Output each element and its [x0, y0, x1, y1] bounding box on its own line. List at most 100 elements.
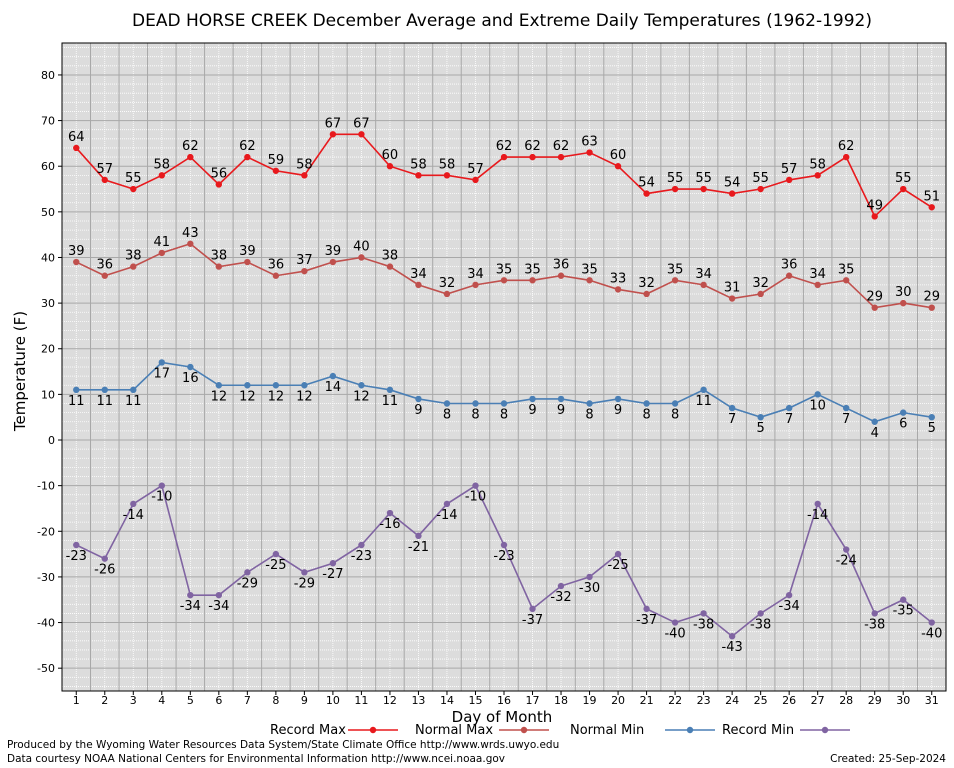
- data-label: 35: [838, 262, 855, 277]
- data-point: [215, 382, 223, 389]
- data-point: [871, 213, 878, 220]
- data-point: [671, 619, 679, 626]
- data-label: -40: [664, 627, 685, 642]
- x-tick-label: 20: [611, 694, 625, 707]
- data-label: 8: [500, 408, 508, 423]
- y-tick-label: 80: [41, 69, 55, 82]
- data-point: [557, 153, 565, 161]
- data-point: [900, 185, 907, 193]
- data-point: [301, 172, 308, 179]
- data-point: [871, 610, 878, 617]
- data-point: [671, 400, 679, 407]
- x-tick-label: 2: [101, 694, 108, 707]
- data-point: [386, 163, 394, 170]
- data-label: 58: [296, 157, 313, 172]
- data-label: -10: [151, 490, 172, 505]
- data-label: 54: [724, 176, 741, 191]
- data-point: [244, 258, 251, 266]
- data-point: [187, 363, 194, 371]
- data-label: 36: [553, 258, 570, 273]
- x-tick-label: 6: [215, 694, 222, 707]
- data-label: 38: [125, 249, 142, 264]
- data-point: [130, 263, 137, 270]
- x-tick-label: 13: [411, 694, 425, 707]
- data-point: [443, 400, 451, 407]
- data-label: 40: [353, 239, 370, 254]
- x-tick-label: 9: [301, 694, 308, 707]
- data-label: -30: [579, 581, 600, 596]
- grid: [61, 42, 947, 692]
- data-label: 55: [125, 171, 142, 186]
- data-label: -21: [408, 540, 429, 555]
- data-label: 51: [923, 189, 940, 204]
- data-label: -40: [921, 627, 942, 642]
- x-tick-label: 23: [697, 694, 711, 707]
- data-label: 67: [325, 116, 342, 131]
- x-tick-label: 11: [354, 694, 368, 707]
- x-tick-label: 15: [468, 694, 482, 707]
- data-point: [415, 532, 422, 540]
- data-point: [785, 272, 793, 279]
- data-point: [500, 153, 508, 161]
- data-label: 58: [154, 157, 171, 172]
- data-label: 35: [524, 262, 541, 277]
- data-label: -34: [779, 599, 800, 614]
- data-point: [187, 591, 194, 599]
- data-point: [643, 290, 650, 298]
- data-point: [757, 413, 764, 421]
- data-point: [928, 204, 935, 211]
- data-point: [728, 295, 736, 302]
- data-label: 57: [97, 162, 114, 177]
- data-point: [757, 290, 764, 298]
- data-label: 64: [68, 130, 85, 145]
- data-label: 7: [842, 412, 850, 427]
- data-label: 29: [923, 290, 940, 305]
- x-tick-label: 26: [782, 694, 796, 707]
- legend-marker: [369, 726, 377, 734]
- x-tick-label: 4: [158, 694, 165, 707]
- data-label: 8: [471, 408, 479, 423]
- data-point: [728, 190, 736, 197]
- data-label: -32: [550, 590, 571, 605]
- data-label: -37: [522, 613, 543, 628]
- data-point: [244, 382, 251, 389]
- created-date: Created: 25-Sep-2024: [830, 753, 946, 765]
- data-point: [529, 153, 536, 161]
- data-label: 63: [581, 135, 598, 150]
- data-point: [73, 386, 80, 394]
- data-point: [928, 304, 935, 311]
- data-label: -43: [722, 640, 743, 655]
- data-label: 31: [724, 281, 741, 296]
- data-point: [586, 400, 593, 407]
- data-point: [158, 172, 166, 179]
- data-point: [500, 400, 508, 407]
- data-label: -24: [836, 554, 857, 569]
- legend-label: Record Max: [270, 723, 346, 738]
- data-label: 12: [296, 389, 313, 404]
- data-point: [614, 286, 622, 293]
- data-label: 36: [268, 258, 285, 273]
- legend: Record Max Normal Max Normal Min Record Min: [270, 723, 850, 738]
- data-point: [358, 541, 365, 549]
- data-point: [386, 263, 394, 270]
- data-point: [928, 619, 935, 626]
- data-point: [814, 391, 821, 398]
- data-point: [557, 395, 565, 403]
- data-point: [500, 277, 508, 284]
- data-label: 9: [557, 403, 565, 418]
- data-label: 5: [928, 421, 936, 436]
- data-point: [814, 172, 821, 179]
- data-point: [871, 304, 878, 311]
- y-tick-label: 10: [41, 388, 55, 401]
- data-point: [443, 290, 451, 298]
- data-point: [557, 582, 565, 590]
- data-point: [244, 569, 251, 576]
- data-label: 35: [667, 262, 684, 277]
- y-tick-label: -40: [37, 617, 55, 630]
- data-point: [244, 153, 251, 161]
- data-point: [301, 569, 308, 576]
- data-point: [329, 560, 337, 567]
- data-point: [900, 299, 907, 307]
- data-point: [614, 550, 622, 558]
- data-label: 54: [638, 176, 655, 191]
